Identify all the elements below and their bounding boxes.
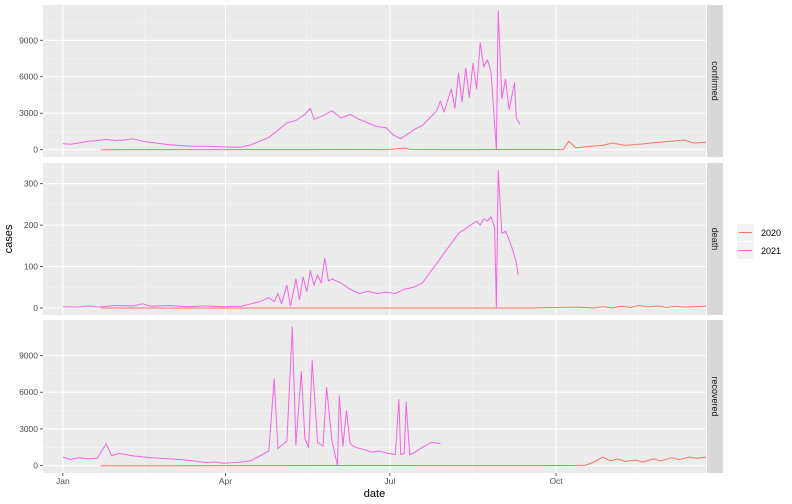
panel-background-confirmed	[43, 5, 706, 157]
facet-strip-label-death: death	[710, 228, 720, 251]
series-line-recovered-2021	[62, 326, 441, 467]
y-tick-label-recovered: 6000	[19, 387, 38, 397]
series-line-death-2020	[100, 305, 707, 309]
panel-background-death	[43, 163, 706, 315]
facet-strip-label-recovered: recovered	[710, 376, 720, 416]
y-tick-label-confirmed: 6000	[19, 72, 38, 82]
facet-strip-death	[707, 163, 723, 315]
y-tick-label-recovered: 0	[33, 461, 38, 471]
legend-label-2020: 2020	[761, 228, 781, 238]
legend-label-2021: 2021	[761, 246, 781, 256]
y-tick-label-death: 100	[24, 262, 38, 272]
y-tick-label-recovered: 9000	[19, 350, 38, 360]
x-axis-title: date	[364, 488, 385, 500]
y-axis-title: cases	[3, 224, 15, 253]
x-tick-label: Jul	[384, 476, 395, 486]
facet-strip-label-confirmed: confirmed	[710, 61, 720, 101]
y-tick-label-death: 0	[33, 303, 38, 313]
x-tick-label: Oct	[549, 476, 563, 486]
y-tick-label-confirmed: 3000	[19, 108, 38, 118]
x-tick-label: Apr	[219, 476, 232, 486]
series-line-confirmed-2021	[62, 10, 521, 151]
x-tick-label: Jan	[56, 476, 70, 486]
series-line-recovered-2020	[100, 456, 707, 467]
y-tick-label-recovered: 3000	[19, 424, 38, 434]
y-tick-label-death: 300	[24, 179, 38, 189]
y-tick-label-death: 200	[24, 220, 38, 230]
facet-strip-confirmed	[707, 5, 723, 157]
series-line-death-2021	[62, 170, 519, 309]
facet-strip-recovered	[707, 320, 723, 473]
panel-background-recovered	[43, 320, 706, 473]
y-tick-label-confirmed: 0	[33, 145, 38, 155]
series-line-confirmed-2020	[100, 139, 707, 151]
y-tick-label-confirmed: 9000	[19, 35, 38, 45]
